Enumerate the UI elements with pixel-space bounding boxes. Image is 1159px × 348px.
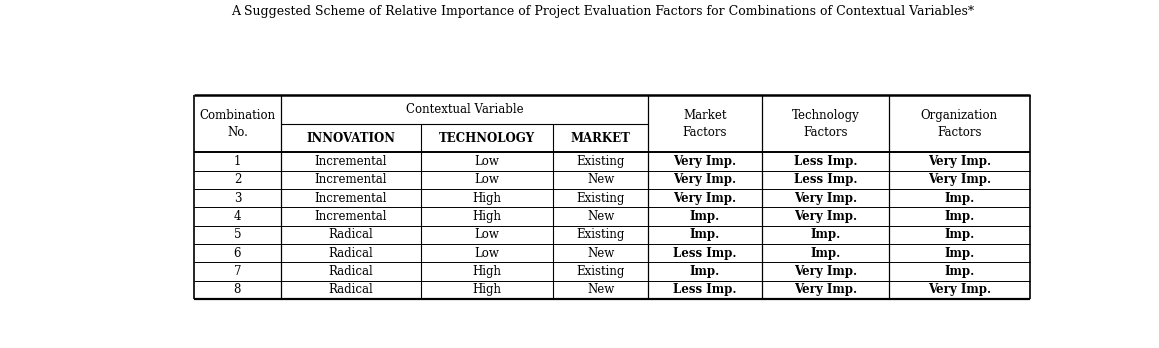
- Text: MARKET: MARKET: [570, 132, 630, 145]
- Text: Low: Low: [475, 228, 500, 242]
- Text: Incremental: Incremental: [314, 210, 387, 223]
- Text: Very Imp.: Very Imp.: [794, 210, 857, 223]
- Text: Imp.: Imp.: [690, 210, 720, 223]
- Text: Less Imp.: Less Imp.: [673, 247, 737, 260]
- Text: Radical: Radical: [328, 247, 373, 260]
- Text: Low: Low: [475, 173, 500, 187]
- Text: Technology
Factors: Technology Factors: [792, 109, 859, 139]
- Text: High: High: [473, 192, 502, 205]
- Text: Very Imp.: Very Imp.: [673, 155, 737, 168]
- Text: High: High: [473, 265, 502, 278]
- Text: Imp.: Imp.: [690, 265, 720, 278]
- Text: New: New: [586, 173, 614, 187]
- Text: Incremental: Incremental: [314, 173, 387, 187]
- Text: New: New: [586, 247, 614, 260]
- Text: Imp.: Imp.: [945, 192, 975, 205]
- Text: Market
Factors: Market Factors: [683, 109, 727, 139]
- Text: 6: 6: [234, 247, 241, 260]
- Text: Imp.: Imp.: [945, 210, 975, 223]
- Text: New: New: [586, 283, 614, 296]
- Text: High: High: [473, 283, 502, 296]
- Text: Very Imp.: Very Imp.: [794, 283, 857, 296]
- Text: 2: 2: [234, 173, 241, 187]
- Text: Organization
Factors: Organization Factors: [920, 109, 998, 139]
- Text: New: New: [586, 210, 614, 223]
- Text: Imp.: Imp.: [810, 247, 840, 260]
- Text: Radical: Radical: [328, 265, 373, 278]
- Text: Very Imp.: Very Imp.: [927, 283, 991, 296]
- Text: Very Imp.: Very Imp.: [794, 192, 857, 205]
- Text: Imp.: Imp.: [945, 247, 975, 260]
- Text: Low: Low: [475, 155, 500, 168]
- Text: Less Imp.: Less Imp.: [673, 283, 737, 296]
- Text: INNOVATION: INNOVATION: [306, 132, 395, 145]
- Text: Very Imp.: Very Imp.: [927, 173, 991, 187]
- Text: 4: 4: [234, 210, 241, 223]
- Text: Low: Low: [475, 247, 500, 260]
- Text: Imp.: Imp.: [945, 228, 975, 242]
- Text: TECHNOLOGY: TECHNOLOGY: [439, 132, 535, 145]
- Text: Existing: Existing: [576, 265, 625, 278]
- Text: 8: 8: [234, 283, 241, 296]
- Text: Imp.: Imp.: [690, 228, 720, 242]
- Text: Incremental: Incremental: [314, 155, 387, 168]
- Text: Very Imp.: Very Imp.: [673, 173, 737, 187]
- Text: Radical: Radical: [328, 283, 373, 296]
- Text: 1: 1: [234, 155, 241, 168]
- Text: Very Imp.: Very Imp.: [794, 265, 857, 278]
- Text: Imp.: Imp.: [810, 228, 840, 242]
- Text: 3: 3: [234, 192, 241, 205]
- Text: Existing: Existing: [576, 155, 625, 168]
- Text: High: High: [473, 210, 502, 223]
- Text: Existing: Existing: [576, 228, 625, 242]
- Text: Incremental: Incremental: [314, 192, 387, 205]
- Text: 5: 5: [234, 228, 241, 242]
- Text: Very Imp.: Very Imp.: [673, 192, 737, 205]
- Text: Radical: Radical: [328, 228, 373, 242]
- Text: Contextual Variable: Contextual Variable: [406, 103, 523, 116]
- Text: 7: 7: [234, 265, 241, 278]
- Text: Existing: Existing: [576, 192, 625, 205]
- Text: Combination
No.: Combination No.: [199, 109, 276, 139]
- Text: Less Imp.: Less Imp.: [794, 155, 857, 168]
- Text: A Suggested Scheme of Relative Importance of Project Evaluation Factors for Comb: A Suggested Scheme of Relative Importanc…: [231, 5, 975, 18]
- Text: Very Imp.: Very Imp.: [927, 155, 991, 168]
- Text: Less Imp.: Less Imp.: [794, 173, 857, 187]
- Text: Imp.: Imp.: [945, 265, 975, 278]
